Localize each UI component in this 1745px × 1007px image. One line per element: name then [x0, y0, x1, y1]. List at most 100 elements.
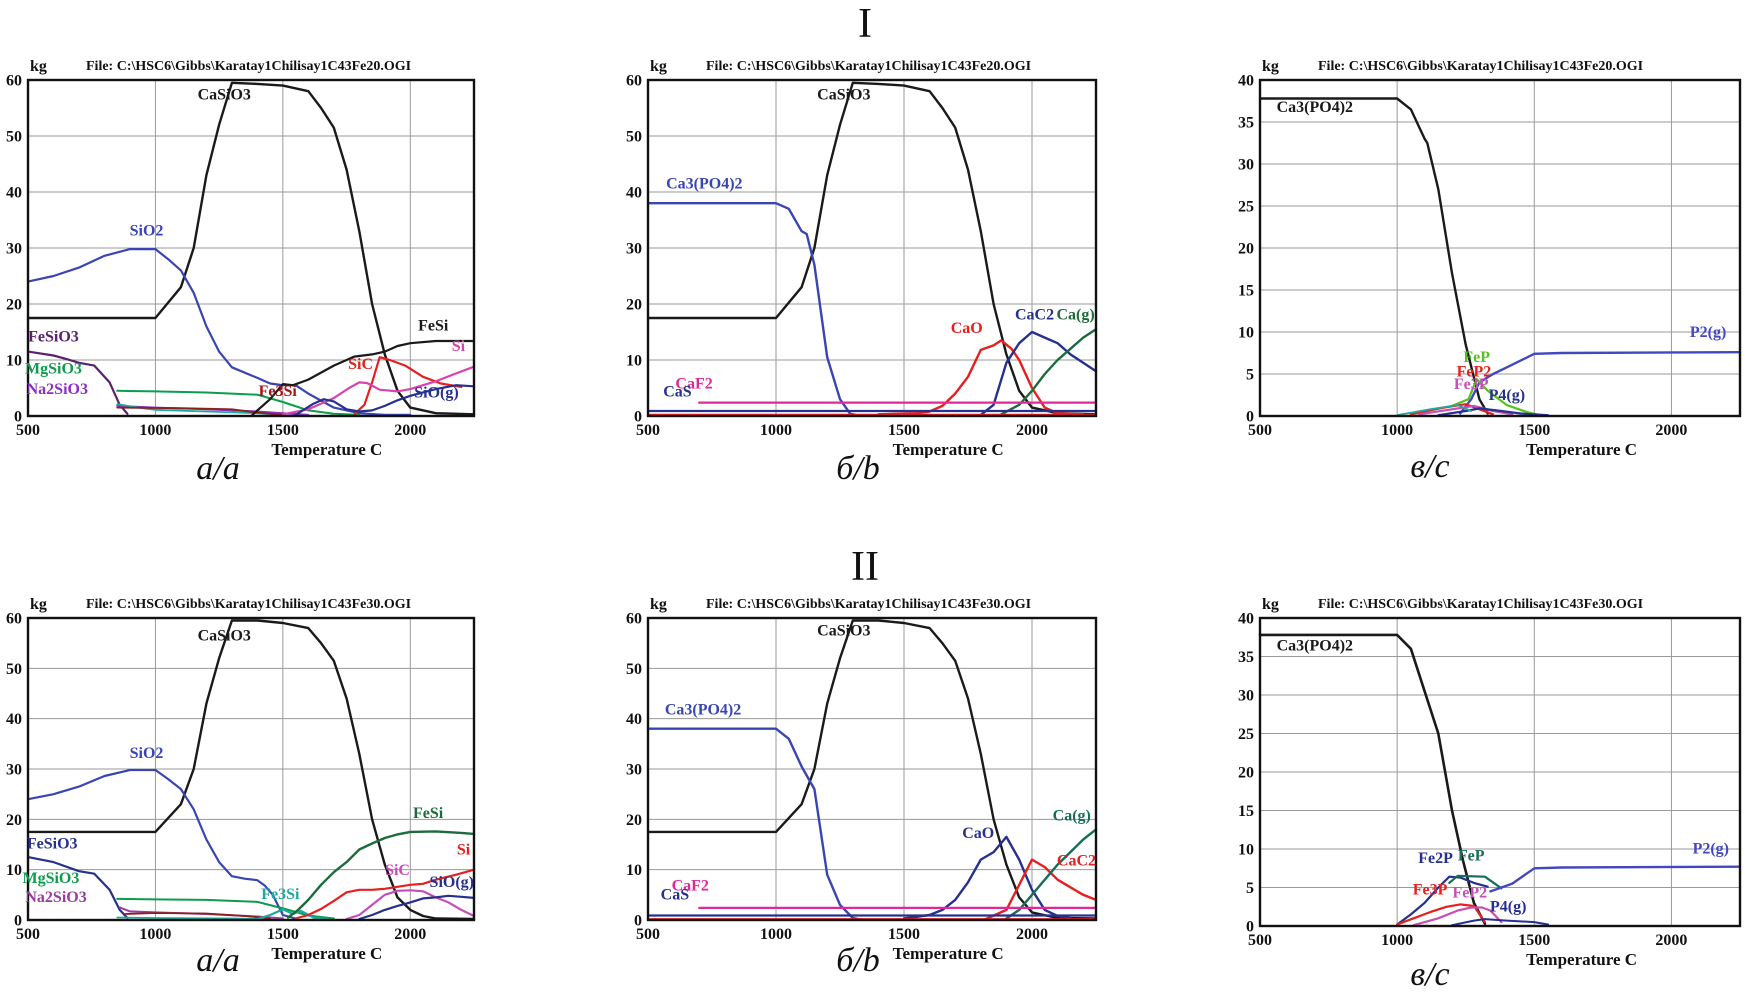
y-tick-label: 40 — [6, 711, 22, 728]
group-label-I: I — [858, 1, 872, 47]
series-label-CaO: CaO — [951, 320, 983, 337]
chart-svg-Ic: kg File: C:\HSC6\Gibbs\Karatay1Chilisay1C… — [1238, 58, 1742, 459]
x-tick-label: 1000 — [760, 422, 792, 439]
series-label-Fe3P: Fe3P — [1413, 881, 1448, 898]
y-tick-label: 40 — [626, 711, 642, 728]
series-label-FeP: FeP — [1463, 349, 1490, 366]
series-small-maroon — [116, 406, 284, 416]
file-label: File: C:\HSC6\Gibbs\Karatay1Chilisay1C43… — [706, 597, 1031, 612]
y-tick-label: 10 — [1238, 325, 1254, 342]
x-tick-label: 1000 — [139, 926, 171, 943]
y-tick-label: 20 — [6, 297, 22, 314]
series-label-Ca(g): Ca(g) — [1053, 807, 1091, 824]
y-tick-label: 0 — [1246, 409, 1254, 426]
series-CaSiO3 — [26, 81, 476, 416]
y-tick-label: 10 — [6, 353, 22, 370]
chart-II-c: kg File: C:\HSC6\Gibbs\Karatay1Chilisay1C… — [1222, 592, 1745, 997]
y-tick-label: 60 — [6, 611, 22, 628]
unit-label: kg — [1262, 58, 1279, 75]
series-FeP — [1448, 874, 1503, 890]
caption-I-c: в/c — [1410, 448, 1450, 485]
y-tick-label: 20 — [1238, 241, 1254, 258]
series-label-CaS: CaS — [661, 886, 690, 903]
x-axis-title: Temperature C — [271, 944, 382, 963]
series-label-P4(g): P4(g) — [1490, 898, 1526, 915]
series-label-CaO: CaO — [962, 825, 994, 842]
x-tick-label: 500 — [16, 422, 40, 439]
chart-I-c: kg File: C:\HSC6\Gibbs\Karatay1Chilisay1C… — [1222, 52, 1745, 463]
chart-II-a: kg File: C:\HSC6\Gibbs\Karatay1Chilisay1C… — [0, 592, 486, 989]
group-label-II: II — [851, 544, 879, 590]
series-label-MgSiO3: MgSiO3 — [22, 870, 79, 887]
y-tick-label: 60 — [626, 611, 642, 628]
series-CaO — [877, 339, 1085, 416]
series-label-Fe3Si: Fe3Si — [261, 886, 300, 903]
x-tick-label: 2000 — [1016, 422, 1048, 439]
series-small-maroon — [123, 912, 272, 920]
series-label-CaSiO3: CaSiO3 — [817, 623, 870, 640]
y-tick-label: 0 — [1246, 919, 1254, 936]
file-label: File: C:\HSC6\Gibbs\Karatay1Chilisay1C43… — [86, 59, 411, 74]
series-label-SiC: SiC — [348, 356, 373, 373]
y-tick-label: 50 — [626, 661, 642, 678]
y-tick-label: 35 — [1238, 115, 1254, 132]
series-MgSiO3 — [116, 389, 361, 416]
series-label-SiO2: SiO2 — [130, 745, 164, 762]
caption-I-a: a/a — [196, 450, 240, 487]
chart-II-b: kg File: C:\HSC6\Gibbs\Karatay1Chilisay1C… — [618, 592, 1104, 989]
series-label-Fe3P: Fe3P — [1454, 376, 1489, 393]
file-label: File: C:\HSC6\Gibbs\Karatay1Chilisay1C43… — [86, 597, 411, 612]
series-Ca3(PO4)2 — [1258, 97, 1489, 415]
y-tick-label: 50 — [6, 661, 22, 678]
chart-svg-Ib: kg File: C:\HSC6\Gibbs\Karatay1Chilisay1C… — [626, 58, 1098, 459]
x-axis-title: Temperature C — [1526, 440, 1637, 458]
chart-svg-IIb: kg File: C:\HSC6\Gibbs\Karatay1Chilisay1C… — [626, 596, 1098, 963]
series-label-Si: Si — [452, 338, 466, 355]
y-tick-label: 60 — [6, 73, 22, 90]
y-tick-label: 30 — [1238, 157, 1254, 174]
unit-label: kg — [30, 58, 47, 75]
x-axis-title: Temperature C — [271, 440, 382, 458]
y-tick-label: 60 — [626, 73, 642, 90]
series-label-Ca3(PO4)2: Ca3(PO4)2 — [1277, 637, 1353, 654]
series-CaSiO3 — [646, 619, 1098, 920]
y-tick-label: 15 — [1238, 283, 1254, 300]
x-axis-title: Temperature C — [893, 440, 1004, 458]
series-label-P2(g): P2(g) — [1690, 324, 1726, 341]
series-P4(g) — [1451, 918, 1549, 927]
y-tick-label: 5 — [1246, 367, 1254, 384]
series-Fe3P — [1418, 404, 1514, 416]
series-label-CaC2: CaC2 — [1057, 853, 1096, 870]
series-P4(g) — [1437, 407, 1550, 417]
series-SiO(g) — [294, 384, 476, 416]
caption-I-b: б/b — [836, 450, 880, 487]
file-label: File: C:\HSC6\Gibbs\Karatay1Chilisay1C43… — [1318, 59, 1643, 74]
series-label-FeSiO3: FeSiO3 — [28, 329, 79, 346]
series-small-teal — [1396, 404, 1473, 417]
x-tick-label: 2000 — [1655, 422, 1687, 439]
series-Fe3P — [1396, 903, 1486, 926]
x-tick-label: 500 — [16, 926, 40, 943]
x-tick-label: 1500 — [1518, 422, 1550, 439]
series-label-Ca(g): Ca(g) — [1057, 307, 1095, 324]
x-tick-label: 1500 — [888, 926, 920, 943]
caption-II-b: б/b — [836, 942, 880, 979]
x-tick-label: 500 — [1248, 932, 1272, 949]
y-tick-label: 15 — [1238, 803, 1254, 820]
series-Fe3Si-FeSi — [251, 339, 476, 416]
plot-border — [646, 616, 1098, 922]
y-tick-label: 0 — [14, 409, 22, 426]
series-SiC — [345, 889, 476, 921]
series-P2(g) — [1489, 865, 1742, 893]
series-Ca3(PO4)2 — [646, 727, 862, 921]
plot-border — [1258, 78, 1742, 418]
chart-svg-IIa: kg File: C:\HSC6\Gibbs\Karatay1Chilisay1C… — [6, 596, 476, 963]
y-tick-label: 30 — [6, 762, 22, 779]
unit-label: kg — [650, 596, 667, 613]
x-tick-label: 500 — [1248, 422, 1272, 439]
y-tick-label: 50 — [626, 129, 642, 146]
series-label-SiC: SiC — [385, 862, 410, 879]
series-FeSiO3 — [26, 350, 129, 415]
y-tick-label: 10 — [6, 862, 22, 879]
